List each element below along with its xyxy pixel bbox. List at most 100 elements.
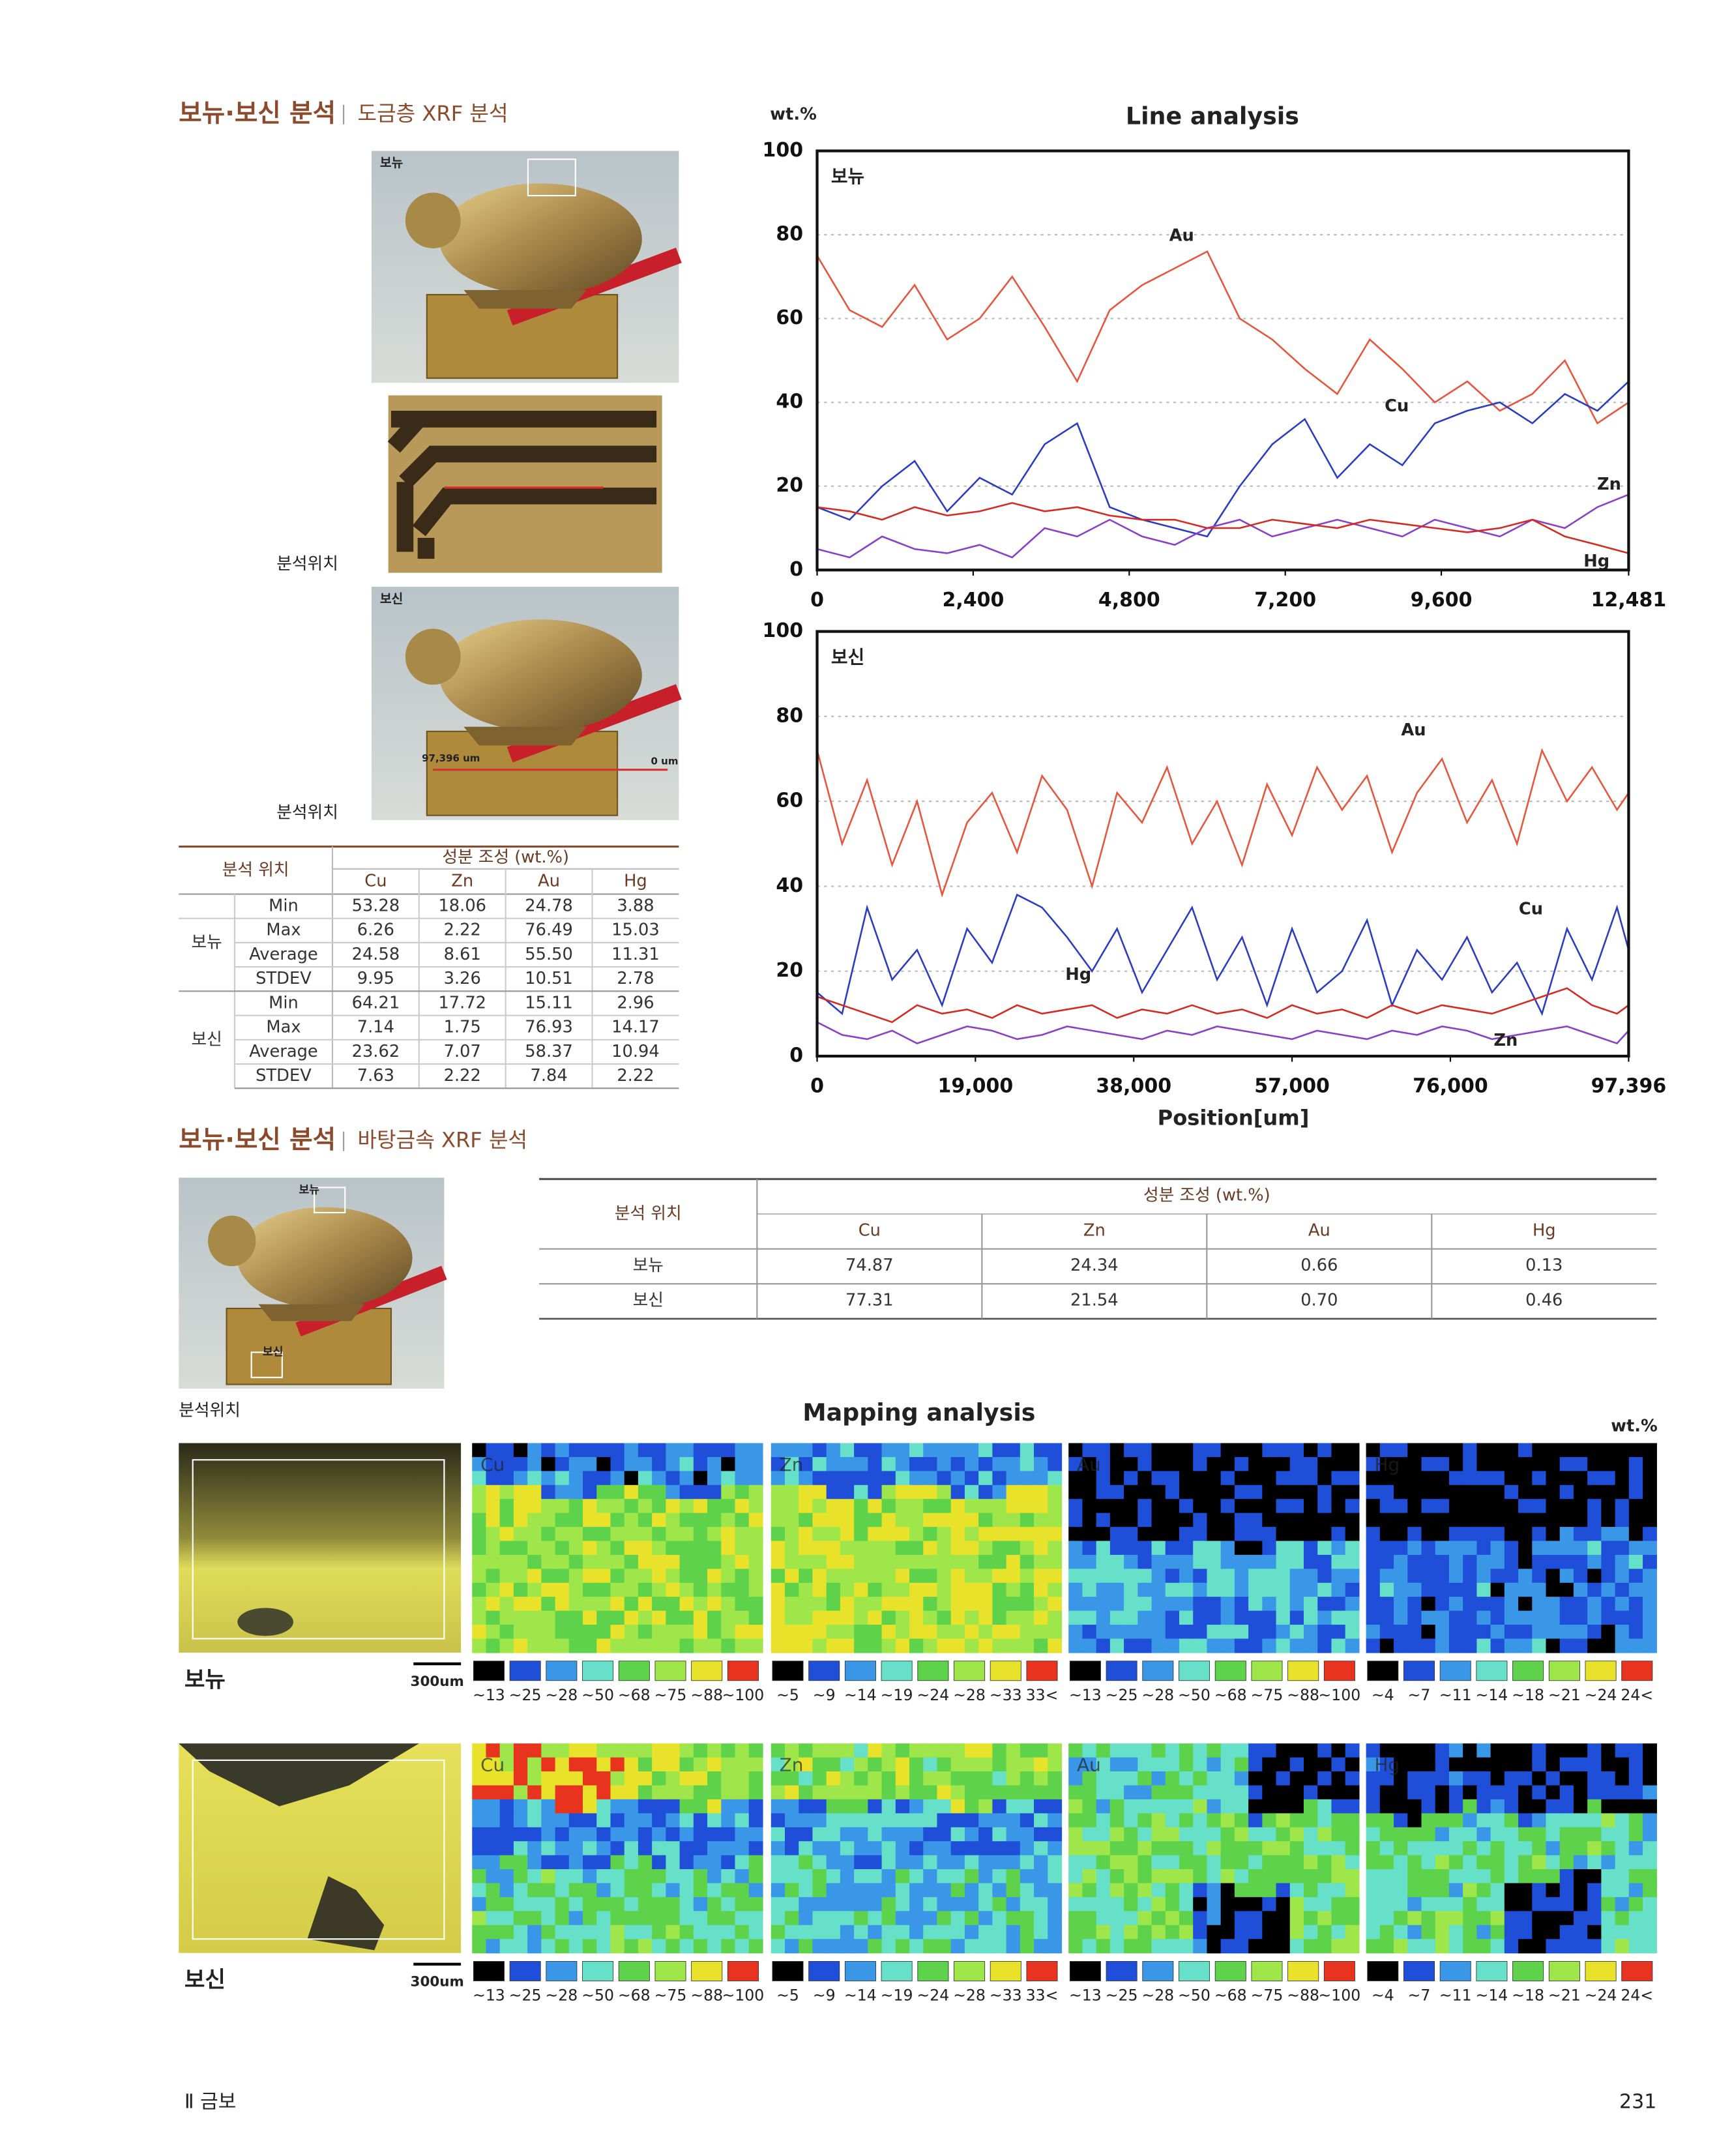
legend-label: ~50 <box>581 1686 614 1704</box>
legend-label: ~100 <box>1319 1986 1361 2005</box>
map-cell <box>1220 1855 1235 1870</box>
map-cell <box>1289 1813 1304 1828</box>
map-cell <box>1220 1925 1235 1940</box>
map-cell <box>937 1785 952 1800</box>
map-cell <box>1573 1883 1588 1898</box>
map-cell <box>1559 1499 1574 1514</box>
map-cell <box>666 1827 681 1842</box>
map-cell <box>992 1841 1007 1856</box>
map-cell <box>541 1757 556 1772</box>
map-cell <box>1124 1527 1138 1542</box>
map-cell <box>1109 1841 1124 1856</box>
map-cell <box>652 1813 667 1828</box>
map-cell <box>1193 1610 1208 1625</box>
map-cell <box>679 1883 694 1898</box>
map-cell <box>1207 1471 1222 1486</box>
map-cell <box>1546 1471 1561 1486</box>
map-cell <box>1559 1939 1574 1954</box>
map-cell <box>771 1513 785 1528</box>
map-cell <box>707 1513 722 1528</box>
map-cell <box>735 1499 750 1514</box>
map-cell <box>748 1638 763 1653</box>
map-cell <box>937 1456 952 1472</box>
map-cell <box>840 1743 855 1758</box>
map-cell <box>541 1610 556 1625</box>
map-cell <box>1124 1841 1138 1856</box>
map-cell <box>1138 1799 1152 1814</box>
legend-swatch <box>1323 1961 1355 1981</box>
map-cell <box>854 1582 868 1597</box>
map-cell <box>707 1939 722 1954</box>
map-cell <box>1034 1443 1048 1458</box>
map-cell <box>1006 1939 1021 1954</box>
map-cell <box>1643 1911 1657 1926</box>
map-cell <box>1317 1471 1332 1486</box>
map-cell <box>555 1513 570 1528</box>
map-cell <box>513 1799 528 1814</box>
map-cell <box>909 1883 924 1898</box>
map-cell <box>1034 1569 1048 1584</box>
map-cell <box>1262 1541 1277 1556</box>
map-cell <box>978 1855 993 1870</box>
y-tick-label: 80 <box>776 223 803 246</box>
x-tick-label: 97,396 <box>1591 1075 1667 1098</box>
x-tick-label: 57,000 <box>1254 1075 1330 1098</box>
map-cell <box>1020 1456 1035 1472</box>
map-cell <box>652 1638 667 1653</box>
map-cell <box>568 1484 583 1499</box>
map-cell <box>1151 1925 1166 1940</box>
map-cell <box>1193 1443 1208 1458</box>
map-cell <box>596 1625 611 1640</box>
map-cell <box>992 1554 1007 1569</box>
map-cell <box>1020 1597 1035 1612</box>
map-cell <box>748 1757 763 1772</box>
map-cell <box>771 1925 785 1940</box>
map-cell <box>950 1869 965 1884</box>
map-cell <box>937 1925 952 1940</box>
map-cell <box>624 1638 639 1653</box>
map-cell <box>638 1897 653 1912</box>
map-cell <box>721 1625 736 1640</box>
map-cell <box>1006 1869 1021 1884</box>
photo-label: 보뉴 <box>380 155 404 170</box>
map-cell <box>854 1743 868 1758</box>
map-cell <box>992 1897 1007 1912</box>
map-cell <box>472 1799 487 1814</box>
map-cell <box>486 1869 501 1884</box>
map-cell <box>771 1541 785 1556</box>
map-cell <box>1207 1554 1222 1569</box>
map-cell <box>1151 1443 1166 1458</box>
map-cell <box>1048 1513 1063 1528</box>
map-cell <box>1643 1541 1657 1556</box>
map-cell <box>666 1569 681 1584</box>
legend-label: ~75 <box>1251 1986 1284 2005</box>
map-cell <box>1394 1499 1408 1514</box>
map-cell <box>1048 1638 1063 1653</box>
map-cell <box>652 1597 667 1612</box>
map-cell <box>1082 1499 1097 1514</box>
map-cell <box>1138 1484 1152 1499</box>
map-cell <box>1532 1499 1547 1514</box>
map-cell <box>1138 1757 1152 1772</box>
map-cell <box>1628 1869 1643 1884</box>
legend-swatch <box>1179 1661 1211 1681</box>
map-cell <box>721 1610 736 1625</box>
map-cell <box>1407 1638 1422 1653</box>
map-cell <box>895 1869 910 1884</box>
photo-label: 보뉴 <box>299 1184 320 1197</box>
table-cell: 24.34 <box>1070 1256 1119 1275</box>
map-cell <box>513 1554 528 1569</box>
map-cell <box>881 1925 896 1940</box>
map-cell <box>693 1855 708 1870</box>
map-cell <box>1643 1855 1657 1870</box>
map-cell <box>868 1939 883 1954</box>
map-cell <box>1138 1569 1152 1584</box>
map-cell <box>1034 1499 1048 1514</box>
map-cell <box>826 1456 841 1472</box>
map-cell <box>964 1827 979 1842</box>
map-cell <box>1559 1855 1574 1870</box>
table-cell: 18.06 <box>438 896 486 916</box>
map-cell <box>1006 1443 1021 1458</box>
plot-frame <box>815 630 1630 1058</box>
map-cell <box>840 1484 855 1499</box>
